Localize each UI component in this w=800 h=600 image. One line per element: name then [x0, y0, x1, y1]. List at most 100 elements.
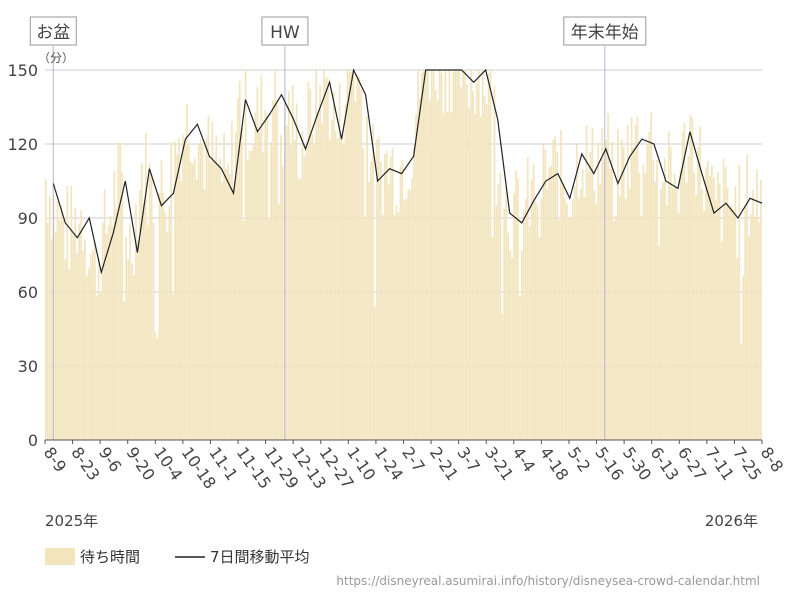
wait-time-bar — [334, 131, 337, 440]
wait-time-bar — [454, 70, 457, 440]
wait-time-bar — [144, 132, 147, 440]
wait-time-bar — [720, 241, 723, 440]
wait-time-bar — [548, 167, 551, 440]
wait-time-bar — [575, 144, 578, 440]
wait-time-bar — [699, 126, 701, 441]
wait-time-bar — [282, 166, 284, 441]
wait-time-bar — [221, 182, 223, 440]
wait-time-bar — [327, 78, 329, 441]
wait-time-bar — [76, 253, 79, 440]
wait-time-bar — [497, 184, 500, 440]
source-url[interactable]: https://disneyreal.asumirai.info/history… — [336, 574, 760, 588]
wait-time-bar — [560, 129, 562, 440]
wait-time-bar — [444, 70, 447, 440]
event-label: 年末年始 — [571, 23, 639, 43]
wait-time-bar — [150, 174, 153, 440]
wait-time-bar — [262, 152, 265, 440]
wait-time-bar — [675, 189, 678, 440]
wait-time-bar — [95, 295, 98, 440]
wait-time-bar — [250, 150, 253, 441]
wait-time-bar — [697, 147, 700, 440]
event-label-box — [563, 16, 647, 46]
y-tick-label: 150 — [7, 61, 38, 80]
wait-time-bar — [299, 178, 302, 440]
wait-time-bar — [195, 178, 198, 441]
wait-time-bar — [703, 210, 705, 440]
wait-time-bar — [722, 158, 725, 440]
wait-time-bar — [597, 143, 600, 440]
wait-time-bar — [111, 226, 114, 440]
wait-time-bar — [205, 138, 208, 441]
wait-time-bar — [393, 215, 396, 440]
legend-line-label: 7日間移動平均 — [210, 548, 310, 566]
moving-average-line — [52, 68, 763, 275]
wait-time-bar — [450, 112, 453, 440]
wait-time-bar — [362, 148, 365, 440]
wait-time-bar — [197, 143, 200, 440]
wait-time-bar — [340, 135, 343, 441]
wait-time-bar — [564, 198, 566, 440]
wait-time-bar — [72, 235, 75, 440]
wait-time-bar — [403, 200, 406, 440]
wait-time-bar — [570, 219, 572, 440]
wait-time-bar — [374, 306, 376, 440]
wait-time-bar — [732, 209, 735, 440]
wait-time-bar — [346, 70, 349, 440]
wait-time-bar — [93, 240, 96, 440]
wait-time-bar — [530, 179, 533, 440]
wait-time-bar — [436, 100, 439, 440]
wait-time-bar — [744, 205, 747, 440]
wait-time-bar — [405, 198, 408, 440]
wait-time-bar — [358, 76, 361, 440]
wait-time-bar — [254, 112, 257, 441]
wait-time-bar — [603, 159, 605, 440]
wait-time-bar — [176, 154, 178, 441]
wait-time-bar — [519, 296, 521, 440]
x-tick-label: 6-13 — [646, 443, 682, 484]
wait-time-bar — [601, 128, 604, 440]
wait-time-bar — [474, 113, 476, 441]
wait-time-bar — [152, 222, 155, 440]
wait-time-bar — [448, 70, 451, 441]
wait-time-bar — [579, 189, 582, 440]
wait-time-bar — [383, 153, 386, 440]
wait-time-bar — [591, 127, 594, 440]
wait-time-bar — [240, 128, 243, 441]
wait-time-bar — [644, 173, 647, 440]
wait-time-bar — [101, 222, 104, 440]
wait-time-bar — [248, 150, 251, 440]
wait-time-bar — [509, 250, 511, 440]
wait-time-bar — [142, 202, 145, 440]
wait-time-bar — [50, 239, 53, 440]
wait-time-bar — [585, 125, 588, 440]
wait-time-bar — [121, 172, 124, 440]
wait-time-bar — [86, 275, 88, 440]
wait-time-bar — [554, 136, 557, 441]
wait-time-bar — [677, 212, 680, 440]
wait-time-bar — [78, 223, 80, 440]
wait-time-bar — [46, 222, 49, 440]
wait-time-bar — [568, 216, 570, 440]
legend-bar-label: 待ち時間 — [80, 548, 140, 566]
wait-time-bar — [458, 70, 461, 440]
year-start-label: 2025年 — [45, 512, 98, 530]
wait-time-bar — [524, 198, 527, 440]
wait-time-bar — [168, 206, 171, 440]
wait-time-bar — [372, 123, 374, 440]
wait-time-bar — [323, 70, 325, 440]
wait-time-bar — [589, 151, 592, 441]
wait-time-bar — [236, 97, 239, 440]
wait-time-bar — [84, 239, 86, 440]
wait-time-bar — [646, 143, 649, 440]
wait-time-bar — [709, 175, 711, 440]
wait-time-bar — [730, 205, 733, 440]
wait-time-bar — [329, 139, 331, 440]
wait-time-bar — [242, 220, 245, 440]
wait-time-bar — [342, 143, 345, 440]
wait-time-bar — [479, 116, 482, 440]
wait-time-bar — [160, 160, 163, 440]
wait-time-bar — [148, 163, 151, 441]
wait-time-bar — [364, 216, 366, 440]
wait-time-bar — [534, 200, 537, 440]
wait-time-bar — [587, 171, 590, 440]
